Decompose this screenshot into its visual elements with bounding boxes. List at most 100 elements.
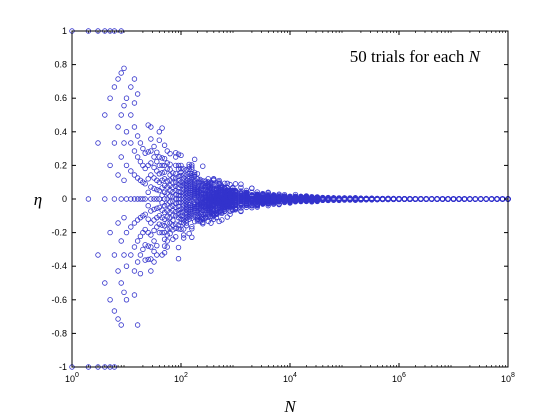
data-point xyxy=(418,196,424,202)
data-point xyxy=(412,196,419,202)
data-point xyxy=(320,195,326,201)
data-point xyxy=(137,233,144,240)
data-point xyxy=(194,182,201,189)
data-point xyxy=(161,182,168,189)
data-point xyxy=(131,172,138,178)
data-point xyxy=(170,189,176,195)
data-point xyxy=(164,160,170,166)
data-point xyxy=(148,208,154,214)
data-point xyxy=(151,185,157,192)
data-point xyxy=(140,196,146,202)
y-tick-label: 1 xyxy=(62,26,67,36)
data-point xyxy=(445,196,451,202)
y-tick-label: -1 xyxy=(59,362,67,372)
data-point xyxy=(194,218,201,224)
data-point xyxy=(208,193,214,200)
data-point xyxy=(115,124,121,130)
data-point xyxy=(292,194,299,200)
y-axis-title: η xyxy=(34,190,42,209)
data-point xyxy=(260,201,266,207)
data-point xyxy=(189,204,195,211)
data-point xyxy=(180,187,187,193)
x-tick-label: 108 xyxy=(501,372,515,384)
x-tick-label: 102 xyxy=(174,372,188,384)
data-point xyxy=(159,162,165,169)
data-point xyxy=(151,196,157,202)
x-axis: 100 102 104 106 108 xyxy=(65,31,515,384)
data-point xyxy=(210,211,217,217)
data-point xyxy=(154,205,160,212)
data-point xyxy=(161,155,168,162)
data-point xyxy=(180,172,187,178)
data-point xyxy=(167,230,173,237)
data-point xyxy=(249,193,255,199)
data-point xyxy=(232,194,239,201)
data-point xyxy=(191,213,198,219)
data-point xyxy=(265,189,271,195)
data-point xyxy=(145,216,151,222)
data-point xyxy=(180,196,187,202)
data-point xyxy=(131,292,138,298)
data-point xyxy=(178,162,184,169)
data-point xyxy=(134,154,141,160)
data-point xyxy=(121,177,127,184)
data-point xyxy=(180,235,187,241)
data-point xyxy=(227,181,233,188)
data-point xyxy=(151,227,157,234)
data-point xyxy=(123,95,130,101)
data-point xyxy=(287,196,293,203)
data-point xyxy=(148,172,154,178)
data-point xyxy=(111,196,118,202)
data-point xyxy=(151,238,157,244)
data-point xyxy=(156,162,163,169)
data-point xyxy=(161,209,168,216)
data-point xyxy=(142,150,148,156)
data-point xyxy=(173,192,179,198)
data-point xyxy=(238,193,244,199)
data-point xyxy=(123,229,130,236)
data-point xyxy=(216,218,222,225)
data-point xyxy=(191,179,198,185)
data-point xyxy=(164,238,170,244)
data-point xyxy=(227,188,233,195)
data-point xyxy=(154,168,160,174)
data-point xyxy=(131,76,138,82)
data-point xyxy=(134,322,141,328)
data-point xyxy=(159,222,165,228)
data-point xyxy=(178,166,184,172)
data-point xyxy=(180,166,187,172)
data-point xyxy=(347,196,353,202)
data-point xyxy=(154,252,160,258)
data-point xyxy=(238,181,244,187)
data-point xyxy=(429,196,435,202)
data-point xyxy=(208,186,214,192)
data-point xyxy=(232,181,239,187)
data-point xyxy=(111,252,118,258)
data-point xyxy=(154,242,160,249)
data-point xyxy=(121,65,127,72)
data-point xyxy=(164,208,170,214)
data-point xyxy=(224,202,231,209)
data-point xyxy=(330,195,337,201)
data-point xyxy=(128,224,134,230)
data-point xyxy=(142,211,148,217)
data-point xyxy=(131,196,138,202)
data-point xyxy=(164,232,170,238)
data-point xyxy=(154,196,160,202)
data-point xyxy=(123,162,130,169)
data-point xyxy=(121,102,127,109)
data-point xyxy=(309,198,315,204)
data-point xyxy=(265,196,271,202)
data-point xyxy=(128,252,134,258)
data-point xyxy=(197,206,203,213)
data-point xyxy=(208,220,214,226)
data-point xyxy=(194,209,201,216)
trials-annotation: 50 trials for each N xyxy=(350,47,482,66)
data-point xyxy=(183,198,190,205)
data-point xyxy=(173,196,179,202)
data-point xyxy=(167,204,173,210)
data-point xyxy=(128,84,134,90)
data-point xyxy=(173,162,179,169)
data-point xyxy=(170,203,176,209)
data-point xyxy=(159,170,165,176)
